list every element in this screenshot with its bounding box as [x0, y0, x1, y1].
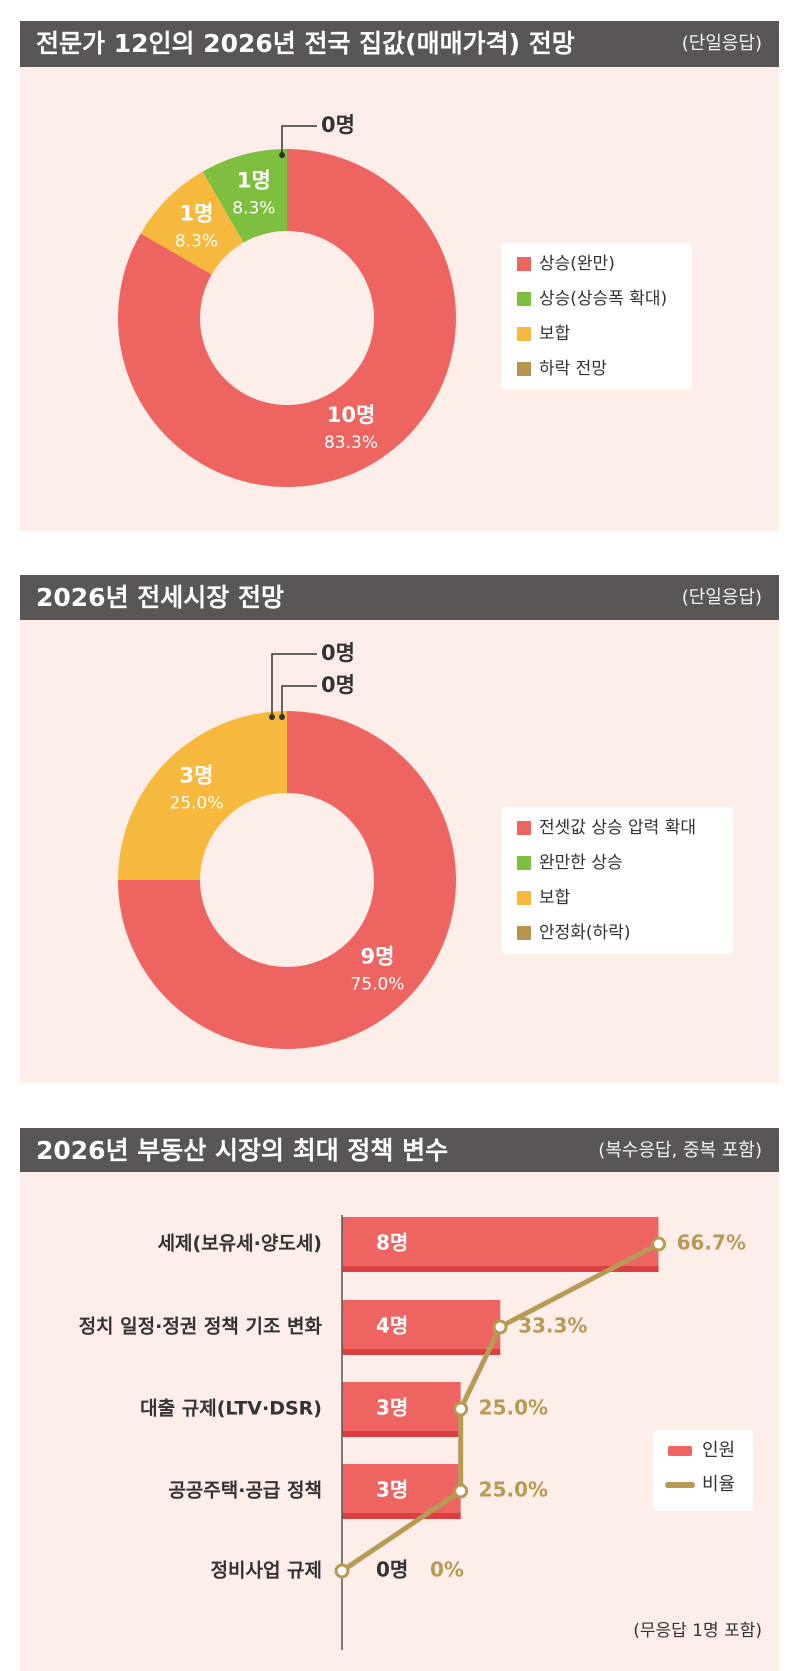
ratio-point: [453, 1401, 469, 1417]
legend-swatch: [668, 1446, 692, 1456]
zero-slice-dot: [279, 714, 285, 720]
legend-swatch: [517, 856, 531, 870]
category-label: 정치 일정·정권 정책 기조 변화: [79, 1316, 323, 1338]
donut-slice: [140, 171, 244, 275]
bar-value-label: 0명: [376, 1558, 408, 1582]
legend-label: 비율: [702, 1474, 735, 1495]
zero-count-label: 0명: [321, 641, 355, 665]
bar-value-label: 3명: [376, 1478, 408, 1502]
footnote: (무응답 1명 포함): [633, 1621, 762, 1641]
category-label: 세제(보유세·양도세): [158, 1233, 322, 1255]
category-label: 대출 규제(LTV·DSR): [140, 1398, 322, 1420]
slice-count-label: 1명: [237, 168, 271, 192]
slice-percent-label: 25.0%: [169, 793, 223, 813]
chart-title: 전문가 12인의 2026년 전국 집값(매매가격) 전망: [36, 29, 575, 58]
donut-slice: [202, 149, 287, 243]
legend-label: 인원: [702, 1440, 735, 1461]
legend-label: 하락 전망: [539, 359, 607, 379]
ratio-point: [492, 1319, 508, 1335]
zero-slice-dot: [269, 714, 275, 720]
legend-swatch: [517, 821, 531, 835]
chart-title: 2026년 부동산 시장의 최대 정책 변수: [36, 1136, 448, 1165]
slice-count-label: 9명: [361, 945, 395, 969]
legend-swatch: [517, 327, 531, 341]
bar: [342, 1217, 659, 1272]
header-bar: [20, 575, 779, 620]
slice-count-label: 1명: [180, 201, 214, 225]
legend-swatch: [517, 292, 531, 306]
slice-percent-label: 8.3%: [175, 231, 218, 251]
legend-label: 상승(상승폭 확대): [539, 289, 667, 309]
callout-line: [271, 653, 317, 717]
chart-title: 2026년 전세시장 전망: [36, 583, 284, 612]
chart-note: (단일응답): [682, 33, 762, 54]
ratio-point: [651, 1236, 667, 1252]
legend-swatch: [517, 362, 531, 376]
ratio-label: 25.0%: [479, 1396, 548, 1420]
legend-box: [502, 243, 692, 390]
legend-label: 보합: [539, 324, 571, 344]
bar-value-label: 3명: [376, 1396, 408, 1420]
legend-label: 보합: [539, 888, 571, 908]
chart-note: (단일응답): [682, 587, 762, 608]
legend-swatch: [517, 926, 531, 940]
legend-swatch: [517, 257, 531, 271]
bar-value-label: 8명: [376, 1231, 408, 1255]
zero-count-label: 0명: [321, 673, 355, 697]
ratio-label: 33.3%: [518, 1314, 587, 1338]
bar: [342, 1464, 461, 1519]
bar-shade: [342, 1513, 461, 1519]
legend-label: 전셋값 상승 압력 확대: [539, 818, 696, 838]
callout-line: [281, 685, 317, 717]
callout-line: [281, 125, 317, 155]
ratio-label: 66.7%: [677, 1231, 746, 1255]
bar-value-label: 4명: [376, 1314, 408, 1338]
slice-percent-label: 75.0%: [351, 975, 405, 995]
slice-percent-label: 8.3%: [232, 198, 275, 218]
ratio-label: 0%: [430, 1558, 464, 1582]
legend-label: 상승(완만): [539, 254, 615, 274]
zero-count-label: 0명: [321, 113, 355, 137]
ratio-point: [453, 1483, 469, 1499]
zero-slice-dot: [279, 152, 285, 158]
legend-label: 완만한 상승: [539, 853, 623, 873]
header-bar: [20, 1128, 779, 1172]
legend-box: [502, 807, 733, 954]
category-label: 정비사업 규제: [211, 1560, 323, 1582]
bar: [342, 1300, 501, 1355]
donut-slice: [118, 711, 456, 1049]
donut-slice: [117, 149, 456, 487]
legend-swatch: [517, 891, 531, 905]
header-bar: [20, 21, 779, 67]
slice-count-label: 10명: [327, 403, 376, 427]
chart-note: (복수응답, 중복 포함): [598, 1140, 762, 1161]
bar: [342, 1382, 461, 1437]
category-label: 공공주택·공급 정책: [168, 1480, 322, 1502]
slice-count-label: 3명: [180, 763, 214, 787]
bar-shade: [342, 1266, 659, 1272]
legend-label: 안정화(하락): [539, 923, 630, 943]
slice-percent-label: 83.3%: [324, 433, 378, 453]
bar-shade: [342, 1349, 501, 1355]
bar-shade: [342, 1431, 461, 1437]
ratio-label: 25.0%: [479, 1478, 548, 1502]
donut-slice: [118, 711, 287, 880]
ratio-point: [334, 1563, 350, 1579]
